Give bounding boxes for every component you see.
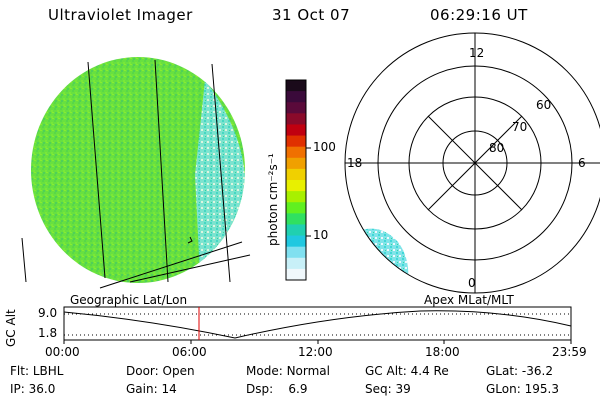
colorbar-unit-label: photon cm⁻²s⁻¹	[266, 153, 280, 246]
info-glon: GLon: 195.3	[486, 382, 559, 396]
colorbar-segment	[286, 224, 306, 237]
time-label: 06:29:16 UT	[430, 6, 528, 24]
info-gc-alt: GC Alt: 4.4 Re	[365, 364, 449, 378]
colorbar-segment	[286, 191, 306, 203]
colorbar-segment	[286, 146, 306, 159]
mlt-label-0: 0	[468, 276, 476, 290]
colorbar-segment	[286, 113, 306, 125]
strip-ytick-1: 1.8	[38, 326, 58, 340]
strip-right-label: Apex MLat/MLT	[424, 293, 514, 307]
colorbar-segment	[286, 91, 306, 103]
info-mode: Mode: Normal	[246, 364, 330, 378]
colorbar-segment	[286, 102, 306, 114]
mlt-label-12: 12	[469, 46, 485, 60]
earth-image	[21, 57, 251, 289]
strip-ytick-9: 9.0	[38, 306, 58, 320]
colorbar-tick-100: 100	[313, 140, 336, 154]
lat-label-80: 80	[489, 141, 505, 155]
info-gain: Gain: 14	[126, 382, 177, 396]
colorbar-segment	[286, 235, 306, 248]
colorbar-segment	[286, 180, 306, 192]
color-bar	[285, 79, 311, 281]
strip-left-label: Geographic Lat/Lon	[70, 293, 188, 307]
strip-xtick-0: 00:00	[45, 345, 80, 359]
colorbar-segment	[286, 268, 306, 281]
mlt-label-18: 18	[347, 156, 363, 170]
date-label: 31 Oct 07	[272, 6, 351, 24]
colorbar-segment	[286, 157, 306, 170]
polar-plot	[344, 32, 600, 294]
colorbar-segment	[286, 124, 306, 137]
lat-lon-grid	[21, 59, 251, 289]
info-dsp: Dsp: 6.9	[246, 382, 308, 396]
info-flt: Flt: LBHL	[10, 364, 64, 378]
mlt-label-6: 6	[578, 156, 586, 170]
instrument-title: Ultraviolet Imager	[48, 6, 193, 24]
info-door: Door: Open	[126, 364, 195, 378]
info-glat: GLat: -36.2	[486, 364, 553, 378]
colorbar-segment	[286, 168, 306, 181]
colorbar-tick-10: 10	[313, 228, 329, 242]
colorbar-segment	[286, 246, 306, 259]
lat-label-70: 70	[512, 120, 528, 134]
lat-label-60: 60	[536, 98, 552, 112]
colorbar-segment	[286, 257, 306, 270]
strip-xtick-4: 23:59	[552, 345, 587, 359]
strip-xtick-1: 06:00	[172, 345, 207, 359]
strip-xtick-2: 12:00	[298, 345, 333, 359]
info-ip: IP: 36.0	[10, 382, 56, 396]
strip-xtick-3: 18:00	[425, 345, 460, 359]
colorbar-segment	[286, 135, 306, 148]
altitude-strip	[63, 306, 572, 344]
strip-axis-label: GC Alt	[4, 309, 18, 347]
colorbar-segment	[286, 80, 306, 92]
colorbar-segment	[286, 213, 306, 225]
colorbar-segment	[286, 202, 306, 214]
info-seq: Seq: 39	[365, 382, 411, 396]
